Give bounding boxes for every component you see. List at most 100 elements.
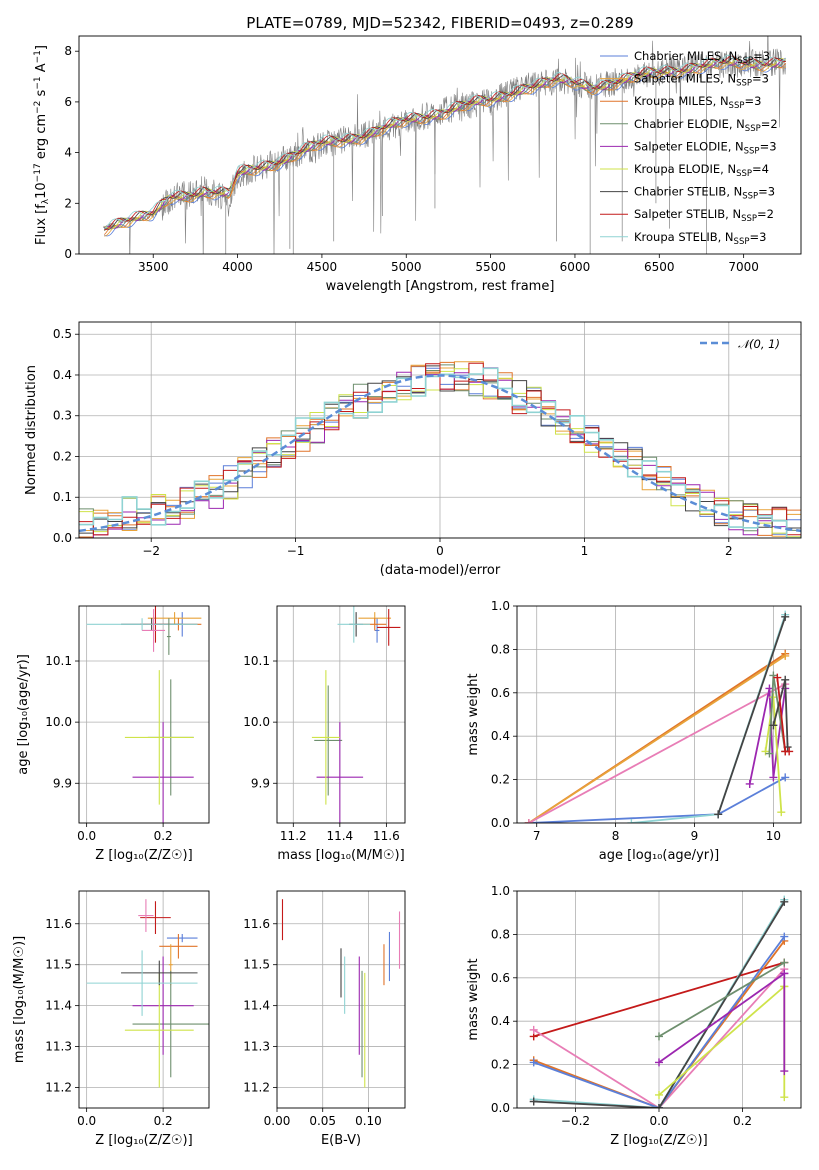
x-tick-label: 9 (691, 829, 699, 843)
y-tick-label: 11.4 (243, 999, 270, 1013)
legend-text: =3 (752, 72, 769, 86)
axes-frame (78, 890, 210, 1109)
series-line-chabrier_stelib (717, 616, 787, 815)
point-marker-salpeter_elodie (780, 969, 789, 978)
x-tick-label: 5500 (475, 260, 506, 274)
x-axis-label: (data-model)/error (380, 563, 501, 578)
axes-frame (276, 605, 406, 824)
axes-mass_vs_Z: 0.0 0.2 11.2 11.3 11.4 11.5 11.6 Z [log₁₀(Z/Z☉)… (12, 890, 210, 1148)
y-tick-label: 0.2 (491, 773, 510, 787)
legend-text: =2 (757, 207, 774, 221)
model-spectrum-salpeter_stelib (104, 55, 786, 231)
y-tick-label: 11.4 (45, 999, 72, 1013)
axes-frame (78, 605, 210, 824)
x-tick-label: 11.6 (373, 829, 400, 843)
y-tick-label: 0.0 (491, 816, 510, 830)
legend-sub: SSP (736, 169, 752, 179)
legend-sub: SSP (736, 79, 752, 89)
y-tick-label: 11.5 (45, 958, 72, 972)
point-marker-kroupa_elodie (655, 1090, 663, 1099)
y-tick-label: 10.1 (243, 654, 270, 668)
x-tick-label: 0.2 (154, 829, 173, 843)
x-tick-label: 8 (612, 829, 620, 843)
point-marker-chabrier_stelib (780, 897, 789, 906)
legend-text: =4 (752, 162, 769, 176)
legend-text: =3 (758, 185, 775, 199)
legend-sub: SSP (741, 214, 757, 224)
series-line-salpeter_miles (528, 655, 786, 823)
x-tick-label: 7000 (728, 260, 759, 274)
point-marker-kroupa_elodie (780, 1093, 789, 1102)
x-tick-label: 0.10 (355, 1114, 382, 1128)
y-tick-label: 0.8 (491, 927, 510, 941)
plot-area (103, 36, 787, 254)
point-marker-salpeter_elodie (745, 779, 754, 788)
y-tick-label: 11.2 (243, 1081, 270, 1095)
legend-text: Salpeter ELODIE, N (634, 139, 744, 153)
legend-text: Salpeter MILES, N (634, 72, 736, 86)
legend-text: =3 (744, 94, 761, 108)
point-marker-chabrier_stelib (714, 810, 723, 819)
legend-text: Kroupa ELODIE, N (634, 162, 736, 176)
plot-area (79, 891, 209, 1108)
point-marker-chabrier_miles (781, 773, 790, 782)
y-tick-label: 6 (64, 95, 72, 109)
legend-text: Chabrier MILES, N (634, 49, 737, 63)
point-marker-chabrier_stelib (781, 612, 790, 621)
y-tick-label: 1.0 (491, 884, 510, 898)
y-tick-label: 0.0 (491, 1101, 510, 1115)
point-marker-chabrier_stelib (529, 1097, 538, 1106)
point-marker-salpeter_stelib (785, 747, 794, 756)
y-tick-label: 9.9 (251, 776, 270, 790)
y-axis-label: mass weight (466, 673, 481, 755)
point-marker-chabrier_miles (780, 932, 789, 941)
legend-text: Chabrier ELODIE, N (634, 117, 745, 131)
x-tick-label: 0.0 (649, 1114, 668, 1128)
series-line-kroupa_elodie (658, 985, 785, 1096)
legend-sub: SSP (737, 56, 753, 66)
legend-sub: SSP (742, 192, 758, 202)
y-tick-label: 0.5 (53, 327, 72, 341)
x-tick-label: 0.2 (733, 1114, 752, 1128)
x-tick-label: 10 (766, 829, 781, 843)
point-marker-salpeter_elodie (769, 773, 778, 782)
y-axis-label-part: erg cm (34, 114, 49, 163)
plot-area (277, 606, 405, 823)
y-tick-label: 0.8 (491, 642, 510, 656)
series-line-chabrier_stelib (533, 901, 786, 1108)
x-axis-label: Z [log₁₀(Z/Z☉)] (610, 1133, 707, 1148)
x-tick-label: 0.0 (77, 829, 96, 843)
x-tick-label: −0.2 (561, 1114, 590, 1128)
y-tick-label: 0 (64, 247, 72, 261)
y-tick-label: 0.4 (491, 729, 510, 743)
y-axis-label-part: −17 (33, 163, 43, 182)
legend-label-salpeter_elodie: Salpeter ELODIE, NSSP=3 (634, 139, 777, 156)
plot-area (517, 606, 801, 823)
x-tick-label: 7 (533, 829, 541, 843)
y-tick-label: 4 (64, 146, 72, 160)
y-axis-label-part: A (34, 63, 49, 76)
y-tick-label: 0.1 (53, 490, 72, 504)
x-tick-label: 6000 (560, 260, 591, 274)
axes-frame (516, 890, 802, 1109)
point-marker-chabrier_elodie (655, 1032, 663, 1041)
legend-sub: SSP (745, 124, 761, 134)
legend-text: Chabrier STELIB, N (634, 185, 742, 199)
y-tick-label: 8 (64, 44, 72, 58)
legend-text: =2 (761, 117, 778, 131)
y-tick-label: 1.0 (491, 599, 510, 613)
x-tick-label: 4500 (307, 260, 338, 274)
legend-sub: SSP (734, 237, 750, 247)
point-marker-kroupa_stelib (627, 819, 636, 823)
point-marker-kroupa_elodie (777, 808, 786, 817)
series-line-pink (528, 683, 786, 823)
x-tick-label: −1 (287, 544, 305, 558)
series-line-kroupa_miles (533, 940, 786, 1108)
plot-area (79, 322, 801, 538)
axes-mass_vs_ebv: 0.00 0.05 0.10 11.2 11.3 11.4 11.5 11.6 E(B-V) (243, 890, 406, 1148)
axes-age_vs_mass: 11.2 11.4 11.6 9.9 10.0 10.1 mass [log₁₀(M/M☉)… (243, 605, 406, 863)
series-line-salpeter_elodie (658, 972, 785, 1064)
axes-age_vs_Z: 0.0 0.2 9.9 10.0 10.1 Z [log₁₀(Z/Z☉)] age [log… (16, 605, 210, 863)
y-tick-label: 10.1 (45, 654, 72, 668)
